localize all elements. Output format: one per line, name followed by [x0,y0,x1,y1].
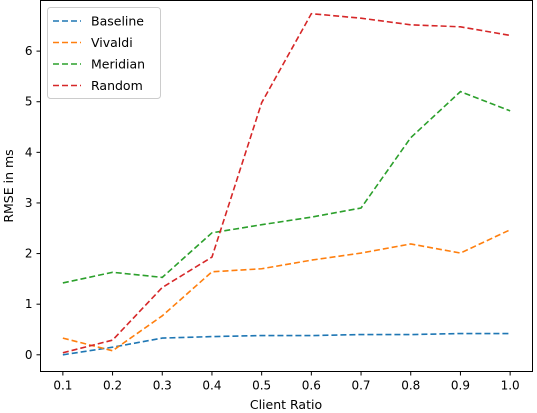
series-line-meridian [62,90,511,284]
x-tick-label: 0.9 [451,379,470,393]
y-axis-label: RMSE in ms [1,149,16,222]
legend-label: Vivaldi [91,35,133,50]
x-tick-label: 0.6 [302,379,321,393]
x-tick-label: 0.4 [202,379,221,393]
y-tick-label: 6 [25,44,33,58]
y-tick-label: 5 [25,95,33,109]
y-tick-label: 3 [25,196,33,210]
x-tick-label: 0.8 [401,379,420,393]
plot-lines [62,12,511,356]
x-axis-label: Client Ratio [250,397,322,412]
series-line-baseline [62,332,511,356]
x-tick-label: 0.7 [351,379,370,393]
series-line-random [62,12,511,354]
legend: Baseline Vivaldi Meridian Random [47,7,161,99]
y-tick-label: 2 [25,247,33,261]
legend-label: Random [91,78,143,93]
x-tick-label: 0.1 [53,379,72,393]
series-line-vivaldi [62,229,511,352]
y-tick-label: 4 [25,145,33,159]
legend-label: Baseline [91,14,144,29]
x-axis: 0.1 0.2 0.3 0.4 0.5 0.6 0.7 0.8 0.9 1.0 [53,371,520,393]
x-tick-label: 0.5 [252,379,271,393]
y-tick-label: 1 [25,297,33,311]
legend-label: Meridian [91,57,145,72]
x-tick-label: 0.2 [103,379,122,393]
x-tick-label: 1.0 [501,379,520,393]
plot-frame [40,0,533,372]
legend-box [47,7,161,99]
x-tick-label: 0.3 [153,379,172,393]
y-axis: 0 1 2 3 4 5 6 [25,44,41,362]
y-tick-label: 0 [25,348,33,362]
